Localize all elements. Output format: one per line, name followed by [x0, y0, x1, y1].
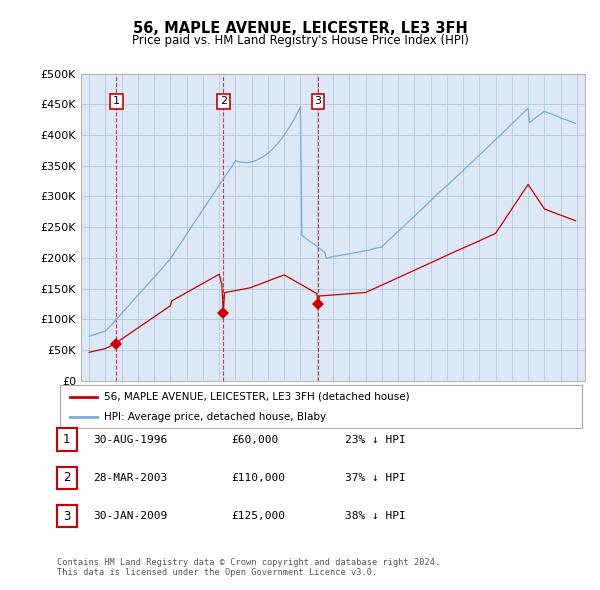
Text: HPI: Average price, detached house, Blaby: HPI: Average price, detached house, Blab… — [104, 412, 326, 422]
Text: 30-AUG-1996: 30-AUG-1996 — [93, 435, 167, 444]
Text: 38% ↓ HPI: 38% ↓ HPI — [345, 512, 406, 521]
Text: £110,000: £110,000 — [231, 473, 285, 483]
Text: 3: 3 — [63, 510, 71, 523]
Text: 56, MAPLE AVENUE, LEICESTER, LE3 3FH (detached house): 56, MAPLE AVENUE, LEICESTER, LE3 3FH (de… — [104, 392, 410, 402]
Text: Price paid vs. HM Land Registry's House Price Index (HPI): Price paid vs. HM Land Registry's House … — [131, 34, 469, 47]
Text: 1: 1 — [113, 96, 120, 106]
Text: 37% ↓ HPI: 37% ↓ HPI — [345, 473, 406, 483]
Text: 2: 2 — [220, 96, 227, 106]
Text: 23% ↓ HPI: 23% ↓ HPI — [345, 435, 406, 444]
Text: 28-MAR-2003: 28-MAR-2003 — [93, 473, 167, 483]
Text: £125,000: £125,000 — [231, 512, 285, 521]
Text: 2: 2 — [63, 471, 71, 484]
Text: 1: 1 — [63, 433, 71, 446]
Text: 3: 3 — [314, 96, 322, 106]
Text: 30-JAN-2009: 30-JAN-2009 — [93, 512, 167, 521]
Text: £60,000: £60,000 — [231, 435, 278, 444]
Text: Contains HM Land Registry data © Crown copyright and database right 2024.
This d: Contains HM Land Registry data © Crown c… — [57, 558, 440, 577]
Text: 56, MAPLE AVENUE, LEICESTER, LE3 3FH: 56, MAPLE AVENUE, LEICESTER, LE3 3FH — [133, 21, 467, 35]
